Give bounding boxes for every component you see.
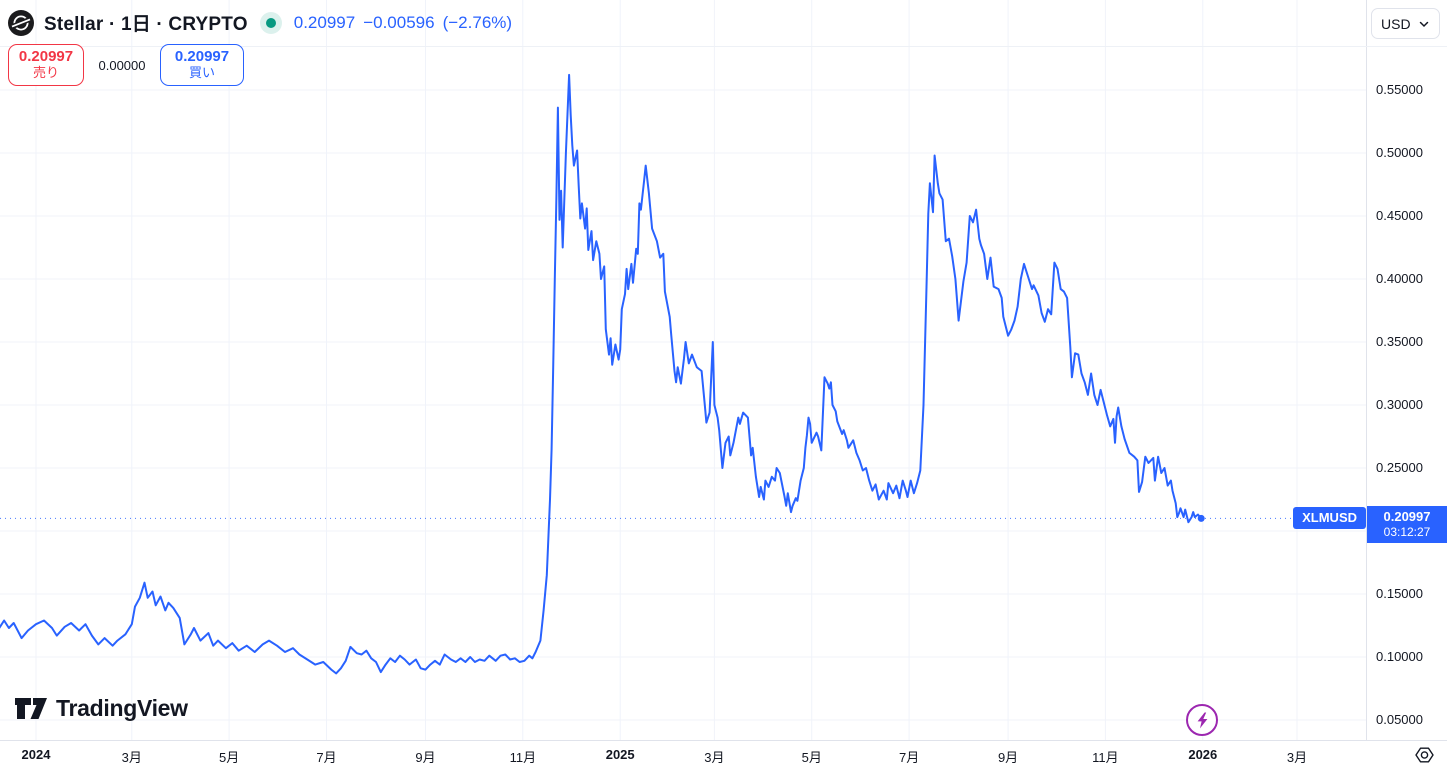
time-axis-label: 11月	[509, 750, 537, 765]
time-axis-label: 9月	[997, 750, 1019, 765]
time-axis-label: 9月	[415, 750, 436, 765]
buy-price: 0.20997	[174, 48, 230, 66]
trade-panel: 0.20997 売り 0.00000 0.20997 買い	[8, 44, 244, 86]
tradingview-logo-icon	[15, 698, 47, 719]
time-axis-label: 7月	[898, 750, 920, 765]
chart-plot-area[interactable]: Stellar · 1日 · CRYPTO 0.20997 −0.00596 (…	[0, 0, 1447, 740]
symbol-legend: Stellar · 1日 · CRYPTO 0.20997 −0.00596 (…	[8, 9, 512, 36]
time-axis-label: 11月	[1092, 750, 1119, 765]
price-axis-label: 0.05000	[1376, 712, 1423, 727]
axis-flag-price: 0.20997	[1383, 509, 1431, 525]
price-axis-label: 0.35000	[1376, 334, 1423, 349]
sell-price: 0.20997	[18, 48, 74, 66]
time-axis-label: 2024	[21, 747, 51, 762]
symbol-title[interactable]: Stellar · 1日 · CRYPTO	[44, 14, 248, 35]
stellar-logo-icon	[8, 9, 34, 36]
spread-value: 0.00000	[98, 57, 146, 73]
price-axis-label: 0.55000	[1376, 82, 1423, 97]
tradingview-logo[interactable]: TradingView	[14, 695, 188, 722]
price-axis-label: 0.45000	[1376, 208, 1423, 223]
scale-settings-button[interactable]	[1412, 744, 1436, 766]
time-axis-label: 5月	[801, 750, 822, 765]
hexagon-nut-icon	[1414, 747, 1434, 763]
time-axis-label: 7月	[316, 750, 337, 765]
last-price: 0.20997	[293, 12, 356, 32]
quote-values: 0.20997 −0.00596 (−2.76%)	[294, 13, 512, 33]
price-axis-label: 0.10000	[1376, 649, 1423, 664]
header-separator	[0, 46, 1447, 47]
lightning-bolt-icon	[1197, 712, 1207, 728]
quick-trade-lightning-button[interactable]	[1186, 704, 1218, 736]
price-axis-label: 0.40000	[1376, 271, 1423, 286]
current-price-axis-flag: 0.20997 03:12:27	[1367, 506, 1447, 544]
price-axis-label: 0.25000	[1376, 460, 1423, 475]
price-axis-label: 0.15000	[1376, 586, 1423, 601]
series-symbol-flag: XLMUSD	[1293, 507, 1366, 530]
chevron-down-icon	[1419, 21, 1429, 27]
time-axis-label: 2026	[1188, 747, 1218, 762]
time-axis[interactable]: 2024 3月 5月 7月 9月 11月 2025 3月 5月 7月 9月 11月 2026 3月	[0, 740, 1447, 768]
time-axis-label: 2025	[605, 747, 635, 762]
price-axis-label: 0.50000	[1376, 145, 1423, 160]
tradingview-logo-text: TradingView	[56, 695, 188, 721]
price-change-percent: (−2.76%)	[442, 12, 513, 32]
time-axis-label: 3月	[704, 750, 725, 765]
sell-label: 売り	[32, 65, 59, 81]
sell-button[interactable]: 0.20997 売り	[8, 44, 84, 86]
currency-selector[interactable]: USD	[1371, 8, 1440, 39]
buy-label: 買い	[188, 65, 215, 81]
currency-label: USD	[1381, 15, 1411, 32]
time-axis-label: 5月	[219, 750, 240, 765]
buy-button[interactable]: 0.20997 買い	[160, 44, 244, 86]
time-axis-label: 3月	[1286, 750, 1308, 765]
market-status-icon[interactable]	[265, 17, 276, 28]
price-axis[interactable]: USD 0.55000 0.50000 0.45000 0.40000 0.35000 0…	[1366, 0, 1447, 740]
time-axis-label: 3月	[121, 750, 142, 765]
series-flag-symbol: XLMUSD	[1302, 510, 1357, 526]
price-change: −0.00596	[363, 12, 435, 32]
price-axis-label: 0.30000	[1376, 397, 1423, 412]
price-line-chart	[0, 0, 1366, 740]
axis-flag-countdown: 03:12:27	[1383, 525, 1431, 540]
